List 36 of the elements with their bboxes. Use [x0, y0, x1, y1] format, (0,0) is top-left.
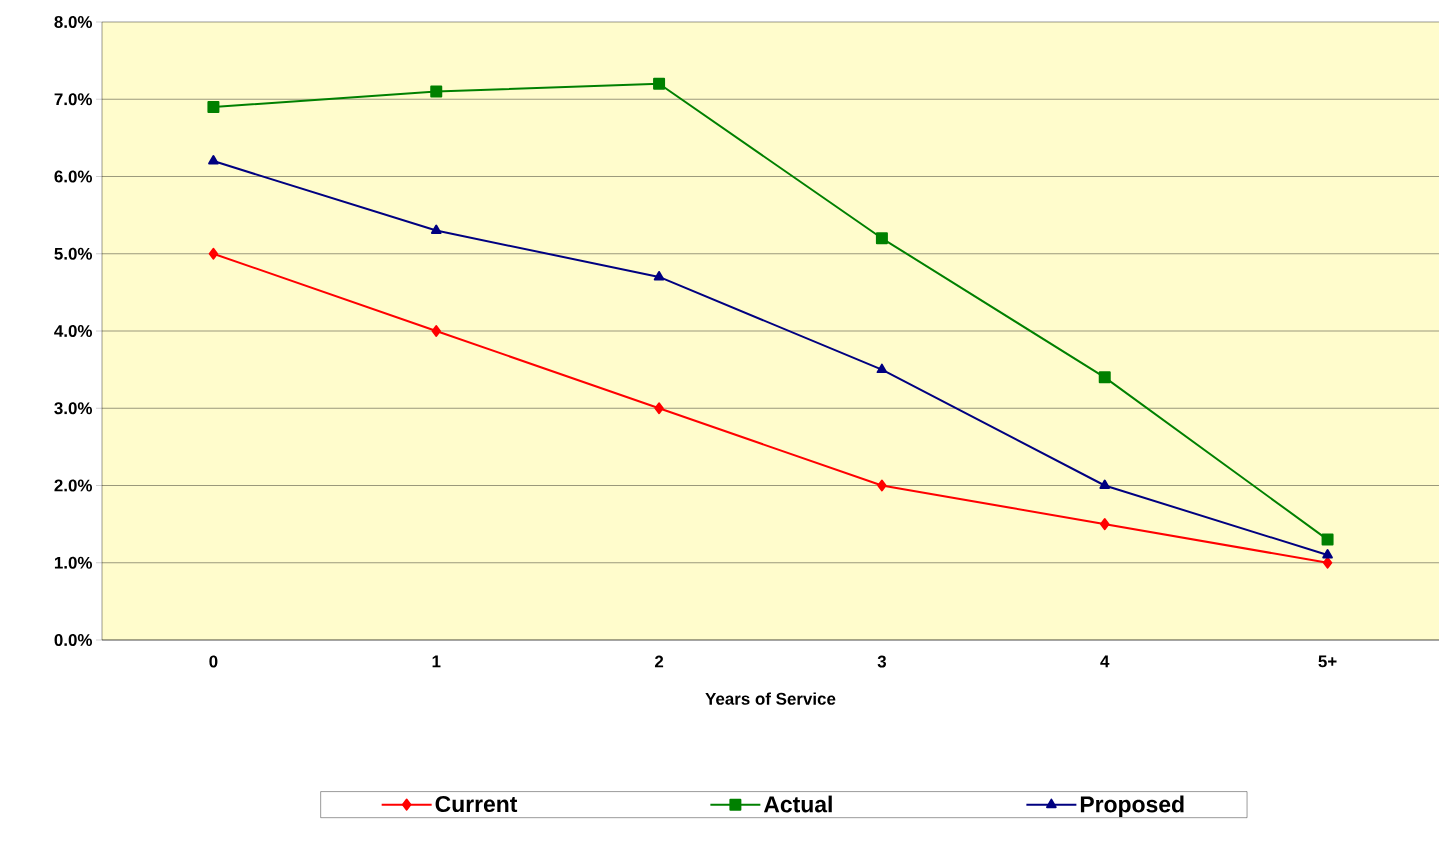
x-axis-title: Years of Service: [705, 692, 836, 705]
x-tick-label: 3: [877, 655, 887, 668]
x-tick-label: 1: [432, 655, 441, 668]
x-tick-label: 0: [209, 655, 218, 668]
point: [208, 247, 219, 260]
x-tick-label: 5+: [1318, 655, 1337, 668]
point: [875, 232, 888, 245]
point: [654, 402, 664, 415]
y-tick-label: 0.0%: [54, 634, 93, 646]
y-tick-label: 5.0%: [54, 247, 93, 260]
point: [208, 155, 219, 165]
x-tick-label: 2: [654, 655, 664, 668]
y-tick-label: 6.0%: [54, 170, 93, 183]
point: [431, 325, 441, 337]
y-tick-label: 7.0%: [54, 93, 93, 106]
point: [1099, 479, 1111, 489]
legend-label: Actual: [763, 795, 832, 813]
point: [653, 270, 665, 281]
legend-label: Current: [435, 795, 518, 813]
y-tick-label: 2.0%: [54, 479, 93, 492]
point: [653, 77, 666, 90]
point: [1322, 549, 1333, 559]
x-tick-label: 4: [1100, 655, 1110, 668]
legend-label: Proposed: [1080, 795, 1184, 817]
y-tick-label: 1.0%: [54, 556, 93, 569]
point: [1098, 371, 1111, 384]
y-tick-label: 4.0%: [54, 325, 93, 337]
point: [1099, 518, 1110, 531]
y-tick-label: 3.0%: [54, 402, 93, 415]
point: [430, 85, 443, 98]
point: [1321, 533, 1334, 546]
point: [207, 100, 220, 113]
point: [877, 479, 887, 492]
point: [430, 224, 442, 235]
y-tick-label: 8.0%: [54, 16, 93, 28]
point: [876, 363, 888, 374]
